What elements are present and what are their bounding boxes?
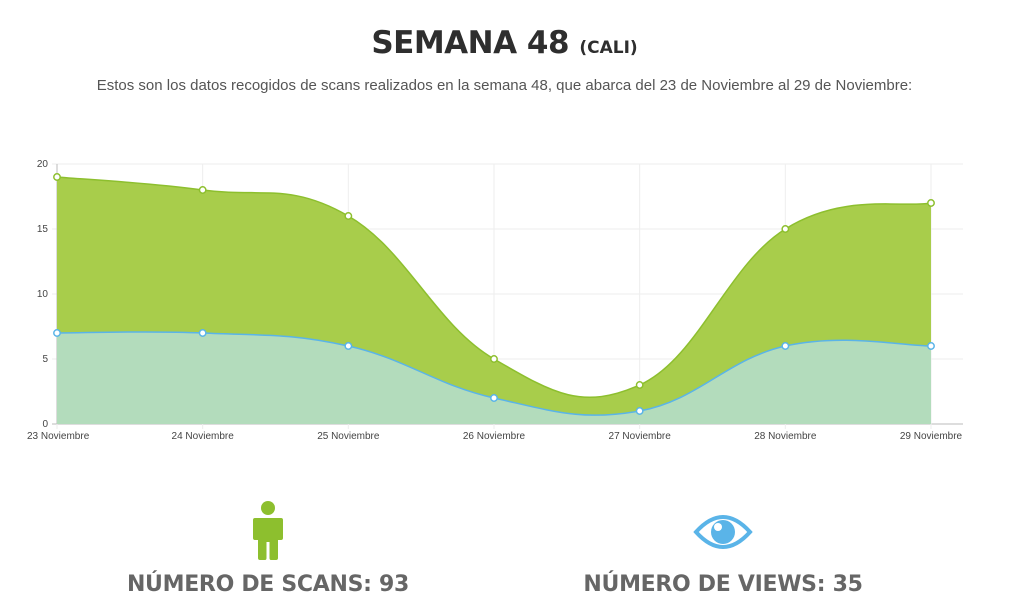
y-tick-label: 20 [37,159,49,170]
series-2-point [927,342,935,350]
series-1-point [781,225,790,233]
views-stat: NÚMERO DE VIEWS: 35 [533,500,913,597]
series-2-point [198,329,207,337]
x-tick-label: 24 Noviembre [172,431,235,442]
x-tick-label: 28 Noviembre [754,431,817,442]
area-chart: 0 5 10 15 20 23 Noviembre 24 Noviembre 25 Novie… [27,159,963,442]
series-1-point [53,173,61,181]
y-tick-label: 15 [37,224,49,235]
x-tick-label: 25 Noviembre [317,431,380,442]
eye-icon [693,515,753,549]
series-2-point [781,342,790,350]
scans-stat: NÚMERO DE SCANS: 93 [78,500,458,597]
series-2-area [57,331,931,424]
y-tick-label: 0 [42,419,48,430]
title-main: SEMANA 48 [371,25,570,61]
x-tick-label: 23 Noviembre [27,431,90,442]
series-1-point [927,199,935,207]
x-tick-label: 27 Noviembre [609,431,672,442]
series-1-point [635,381,644,389]
y-tick-label: 5 [42,354,48,365]
series-1-point [490,355,498,363]
series-2-point [53,329,61,337]
intro-text: Estos son los datos recogidos de scans r… [96,77,913,94]
views-count: NÚMERO DE VIEWS: 35 [583,572,863,597]
series-2-point [490,394,498,402]
y-tick-label: 10 [37,289,49,300]
title-city: (CALI) [579,38,638,58]
scans-count: NÚMERO DE SCANS: 93 [126,572,410,597]
x-tick-label: 29 Noviembre [900,431,963,442]
series-1-point [344,212,353,220]
series-1-point [198,186,207,194]
page-title: SEMANA 48 (CALI) [0,24,1009,67]
series-2-point [635,407,644,415]
series-2-point [344,342,353,350]
x-tick-label: 26 Noviembre [463,431,526,442]
person-icon [253,501,283,560]
